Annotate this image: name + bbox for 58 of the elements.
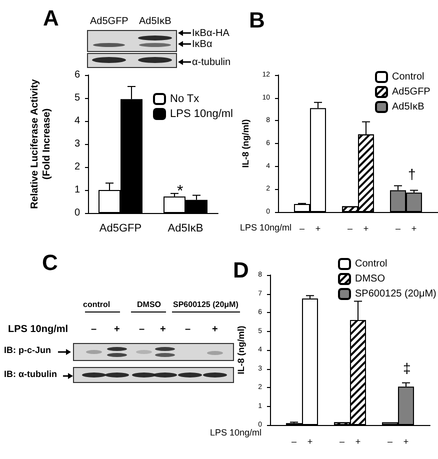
text: C [42,250,58,276]
legend-label: No Tx [170,93,200,105]
legend-label: DMSO [355,274,386,284]
y-axis-title: IL-8 (ng/ml) [240,119,250,168]
y-tick-label: 0 [74,208,80,218]
y-axis-title: Relative Luciferase Activity (Fold Increase) [30,78,52,209]
annotation: † [408,166,416,182]
text: Ad5IκB [139,16,172,27]
x-tick-label: + [307,436,313,446]
text: SP600125 (20μM) [173,300,238,309]
text: – [91,324,97,335]
text: DMSO [137,300,161,309]
y-tick-label: 6 [74,70,80,80]
y-tick-label: 4 [74,116,80,126]
legend-label: LPS 10ng/ml [170,108,233,120]
x-tick-label: – [339,436,345,446]
legend-label: Ad5GFP [392,86,431,98]
legend-label: Control [392,72,424,82]
y-tick-label: 1 [74,184,80,196]
text: IB: α-tubulin [4,369,58,379]
chart-title: A [43,6,59,30]
text: – [139,324,145,335]
text: – [185,324,191,335]
chart-title: D [233,258,249,282]
text: IB: p-c-Jun [4,345,51,355]
annotation: ‡ [403,360,411,376]
text: LPS 10ng/ml [8,324,68,335]
x-tick-label: – [395,224,401,234]
x-tick-label: Ad5IκB [168,222,204,234]
y-tick-label: 2 [74,162,80,172]
x-axis-title: LPS 10ng/ml [240,222,292,232]
text: α-tubulin [192,57,231,68]
text: + [114,324,120,335]
x-tick-label: + [355,436,361,446]
x-axis-title: LPS 10ng/ml [210,428,262,438]
x-tick-label: – [387,436,393,446]
text: + [160,324,166,335]
x-tick-label: – [291,436,297,446]
chart-title: B [249,8,265,32]
legend-label: SP600125 (20μM) [355,288,436,300]
text: IκBα [192,39,212,50]
annotation: * [177,183,184,201]
text: + [212,324,218,335]
text: Ad5GFP [90,16,128,27]
y-axis-title: IL-8 (ng/ml) [236,326,246,374]
x-tick-label: – [347,224,353,234]
text: IκBα-HA [192,28,230,39]
x-tick-label: Ad5GFP [99,222,142,234]
text: control [83,300,110,309]
x-tick-label: + [363,224,369,234]
y-tick-label: 3 [74,138,80,150]
legend-label: Control [355,258,388,270]
x-tick-label: + [403,436,409,446]
x-tick-label: + [315,224,321,234]
y-tick-label: 5 [74,92,80,104]
x-tick-label: + [411,224,417,234]
x-tick-label: – [299,224,305,234]
legend-label: Ad5IκB [392,102,425,112]
